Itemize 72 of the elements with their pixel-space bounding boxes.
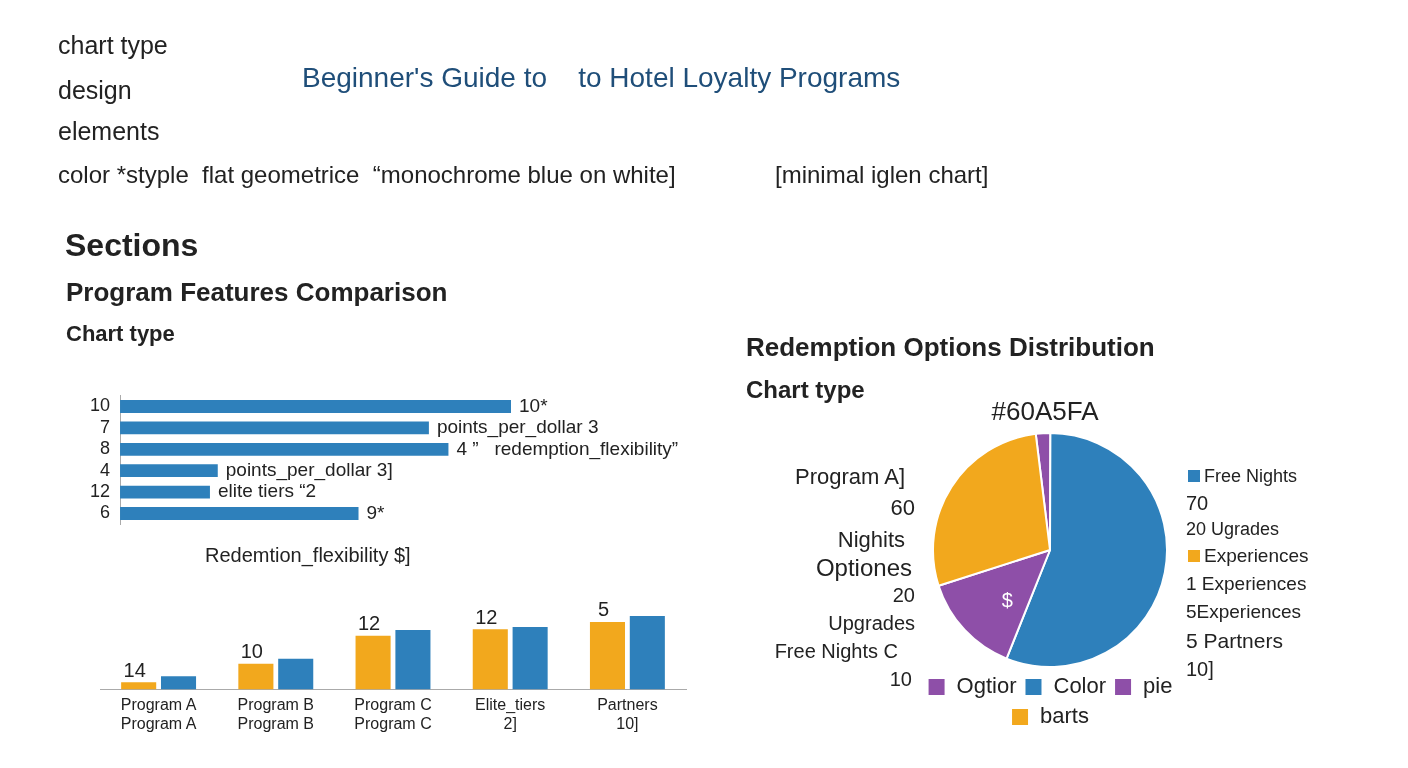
- bar: [121, 682, 157, 690]
- text: Beginner's Guide to to Hotel Loyalty Programs: [302, 61, 901, 95]
- text: #60A5FA: [991, 396, 1099, 427]
- annotation: 14: [123, 658, 146, 681]
- annotation: 9*: [366, 501, 386, 523]
- x-tick-label: Program C Program C: [354, 695, 432, 732]
- annotation: 10*: [519, 394, 549, 416]
- text: 5Experiences: [1186, 601, 1302, 623]
- chart-subtitle: Chart type: [746, 376, 865, 404]
- text: 20 Ugrades: [1186, 518, 1280, 540]
- text: Program A]: [794, 464, 905, 490]
- text: 10: [889, 667, 912, 691]
- bar: [160, 676, 197, 690]
- text: Experiences: [1204, 545, 1309, 567]
- annotation: points_per_dollar 3: [436, 416, 599, 439]
- text: [minimal iglen chart]: [775, 161, 989, 189]
- text: color *styple flat geometrice “monochrome blue on white]: [58, 161, 676, 189]
- text: 10]: [1186, 657, 1214, 681]
- text: 70: [1186, 491, 1209, 515]
- bar: [120, 464, 218, 478]
- x-tick-label: Program A Program A: [120, 695, 197, 732]
- legend-label: barts: [1040, 703, 1089, 729]
- annotation: 5: [597, 598, 610, 621]
- y-tick-label: 4: [100, 459, 111, 480]
- text: Optiones: [815, 554, 912, 582]
- annotation: 12: [475, 605, 498, 628]
- x-tick-label: Elite_tiers 2]: [475, 695, 546, 732]
- x-axis-title: Redemtion_flexibility $]: [205, 543, 411, 567]
- bar: [238, 663, 274, 690]
- text: 5 Partners: [1186, 628, 1283, 654]
- text: Nighits: [837, 527, 905, 553]
- annotation: points_per_dollar 3]: [225, 458, 393, 481]
- bar: [472, 629, 508, 690]
- text: Upgrades: [828, 611, 915, 635]
- chart-title: Program Features Comparison: [66, 277, 448, 308]
- legend-label: Ogtior: [956, 673, 1017, 699]
- bar: [512, 627, 548, 690]
- bar: [120, 400, 511, 413]
- text: 60: [890, 495, 915, 521]
- text: Free Nights C: [774, 639, 898, 663]
- bar: [629, 616, 665, 690]
- legend-label: pie: [1143, 673, 1173, 699]
- x-tick-label: Partners 10]: [597, 695, 658, 732]
- annotation: 10: [240, 640, 263, 663]
- text: chart type: [58, 30, 168, 60]
- bar: [395, 629, 431, 690]
- y-tick-label: 12: [89, 481, 111, 502]
- text: $: [1001, 589, 1013, 612]
- chart-subtitle: Chart type: [66, 321, 175, 347]
- annotation: 12: [357, 612, 381, 635]
- bar: [589, 621, 626, 690]
- bar: [120, 507, 359, 520]
- bar: [120, 421, 429, 435]
- text: 20: [892, 583, 915, 607]
- text: elements: [58, 116, 160, 146]
- annotation: elite tiers “2: [217, 480, 317, 502]
- x-tick-label: Program B Program B: [237, 695, 315, 732]
- y-tick-label: 7: [100, 416, 111, 437]
- y-tick-label: 8: [100, 438, 111, 459]
- y-tick-label: 6: [100, 502, 111, 523]
- bar: [355, 635, 391, 690]
- text: design: [58, 75, 132, 105]
- bar: [120, 485, 210, 499]
- text: 1 Experiences: [1186, 573, 1307, 595]
- annotation: 4 ” redemption_flexibility”: [456, 437, 679, 460]
- legend-label: Color: [1053, 673, 1107, 699]
- text: Sections: [65, 226, 199, 264]
- chart-title: Redemption Options Distribution: [746, 332, 1155, 363]
- y-tick-label: 10: [89, 395, 111, 416]
- bar: [278, 658, 314, 690]
- text: Free Nights: [1204, 465, 1298, 487]
- bar: [120, 442, 449, 456]
